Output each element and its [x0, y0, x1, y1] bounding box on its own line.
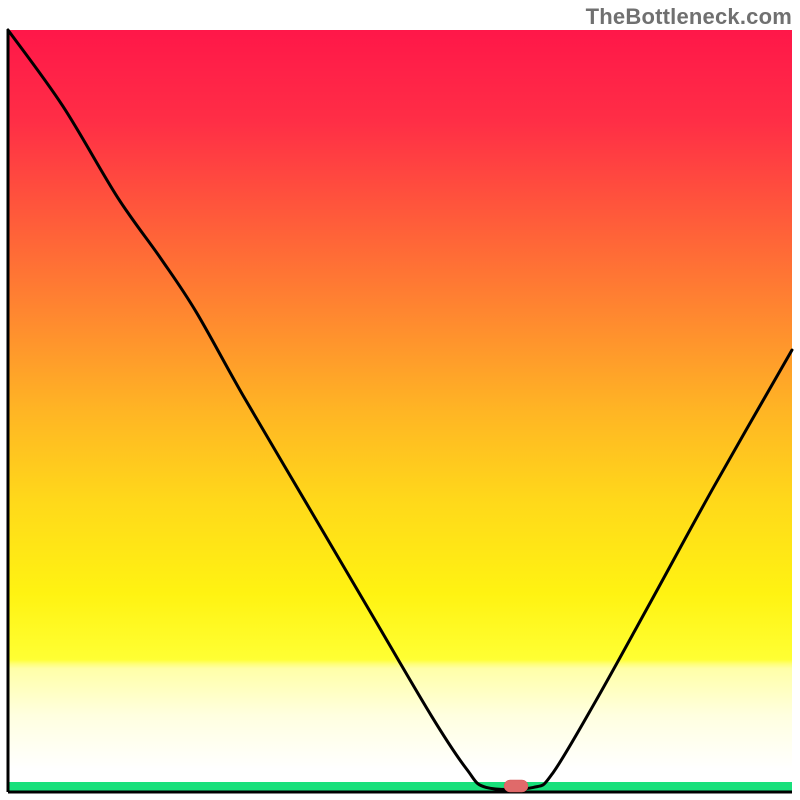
chart-foreground: [0, 0, 800, 800]
bottleneck-curve: [8, 30, 792, 789]
watermark-label: TheBottleneck.com: [586, 4, 792, 30]
optimal-marker: [504, 780, 528, 792]
bottleneck-chart: TheBottleneck.com: [0, 0, 800, 800]
